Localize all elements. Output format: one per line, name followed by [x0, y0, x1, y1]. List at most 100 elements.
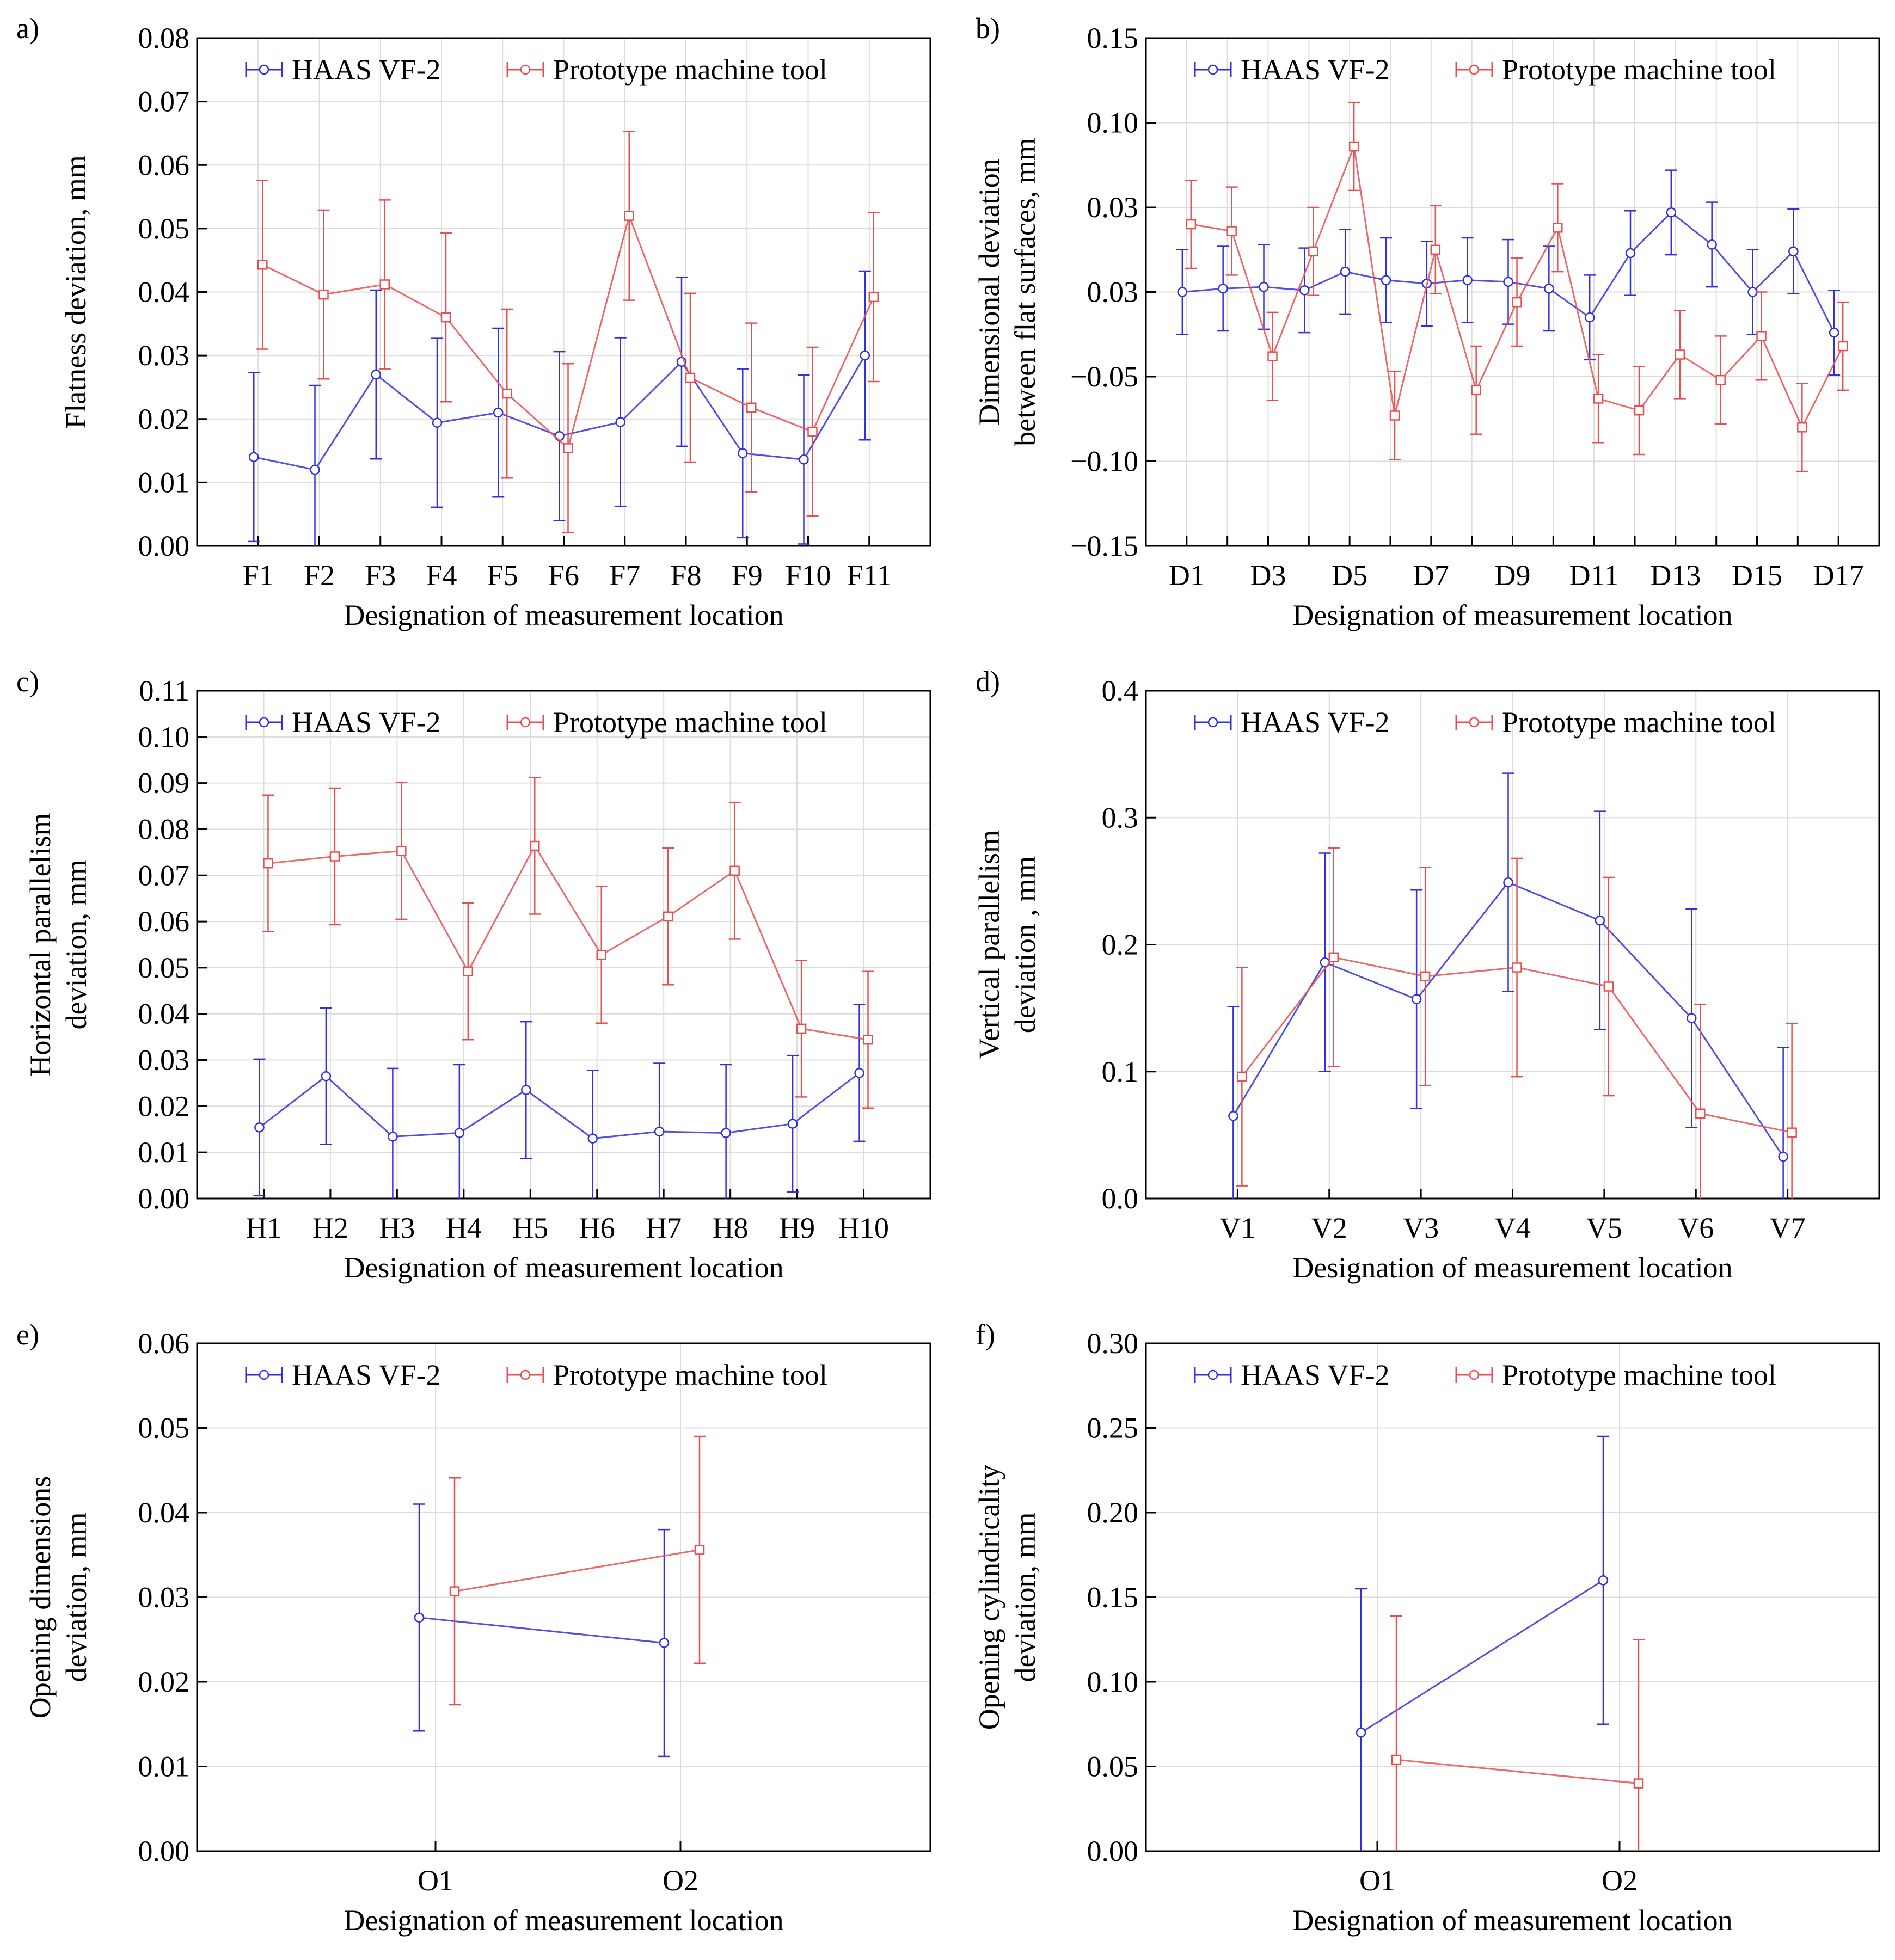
x-tick-label: O2 — [1602, 1864, 1638, 1897]
x-tick-label: V4 — [1495, 1212, 1531, 1244]
x-axis-title: Designation of measurement location — [1292, 599, 1732, 631]
x-axis-title: Designation of measurement location — [344, 1904, 783, 1937]
y-tick-label: 0.00 — [138, 530, 190, 562]
data-point — [1503, 277, 1513, 287]
data-point — [530, 840, 540, 851]
data-point — [1675, 349, 1685, 360]
data-point — [1756, 331, 1767, 341]
x-tick-label: V7 — [1770, 1212, 1806, 1244]
data-point — [1462, 275, 1473, 285]
data-point — [721, 1128, 731, 1138]
data-point — [799, 454, 809, 465]
y-tick-label: 0.10 — [138, 721, 190, 753]
chart-panel-4: 0.00 0.01 0.02 0.03 0.04 0.05 0.06 O1 O2 Designat… — [16, 1318, 931, 1937]
series-line — [259, 1072, 860, 1140]
series-haas — [1227, 772, 1789, 1199]
data-point — [1634, 405, 1645, 416]
y-tick-label: 0.07 — [138, 85, 190, 118]
y-tick-label: 0.03 — [1087, 276, 1139, 309]
data-point — [1788, 246, 1799, 257]
data-point — [1829, 327, 1839, 338]
data-point — [1177, 287, 1188, 297]
y-tick-label: 0.00 — [138, 1182, 190, 1215]
data-point — [694, 1545, 705, 1555]
y-axis-title: Flatness deviation, mm — [59, 155, 92, 428]
legend-marker — [1207, 1369, 1218, 1380]
data-point — [321, 1071, 332, 1082]
legend: HAAS VF-2 Prototype machine tool — [245, 1359, 827, 1391]
data-point — [1544, 284, 1554, 294]
y-axis-title: Dimensional deviation — [973, 158, 1005, 425]
legend-label: HAAS VF-2 — [292, 1359, 441, 1391]
data-point — [1837, 341, 1848, 352]
y-tick-label: 0.08 — [138, 22, 190, 54]
x-tick-label: D3 — [1250, 559, 1286, 592]
data-point — [1356, 1728, 1366, 1738]
series-haas — [413, 1503, 670, 1758]
data-point — [738, 448, 748, 458]
data-point — [554, 431, 565, 441]
y-tick-label: 0.2 — [1102, 929, 1139, 961]
data-point — [1328, 952, 1339, 963]
y-tick-label: 0.3 — [1102, 801, 1139, 834]
series-prototype — [449, 1435, 706, 1706]
panel-label: d) — [976, 665, 1000, 698]
data-point — [414, 1612, 425, 1623]
x-tick-label: O2 — [663, 1864, 698, 1897]
x-tick-label: D13 — [1650, 559, 1701, 592]
data-point — [615, 417, 625, 427]
data-point — [254, 1122, 265, 1133]
y-tick-label: 0.03 — [138, 339, 190, 372]
data-point — [1584, 312, 1595, 323]
data-point — [440, 312, 451, 323]
data-point — [1687, 1013, 1697, 1024]
x-axis-title: Designation of measurement location — [1292, 1904, 1732, 1937]
legend-marker — [259, 1369, 269, 1380]
legend-label: HAAS VF-2 — [1241, 706, 1390, 739]
series-line — [454, 1549, 700, 1593]
y-tick-label: 0.04 — [138, 1496, 190, 1529]
data-point — [1553, 223, 1563, 233]
x-tick-label: D7 — [1413, 559, 1449, 592]
x-tick-label: O1 — [418, 1864, 453, 1897]
y-tick-label: −0.10 — [1070, 445, 1138, 478]
data-point — [654, 1126, 665, 1137]
series-haas — [1355, 1435, 1609, 1851]
legend-label: HAAS VF-2 — [292, 53, 441, 86]
chart-panel-0: 0.00 0.01 0.02 0.03 0.04 0.05 0.06 0.07 0.08 F1 F2… — [16, 12, 931, 631]
data-point — [1391, 1754, 1402, 1765]
y-axis-title: deviation, mm — [1009, 1513, 1041, 1682]
series-line — [268, 844, 868, 1041]
data-point — [1593, 394, 1604, 404]
y-tick-label: 0.02 — [138, 403, 190, 435]
legend: HAAS VF-2 Prototype machine tool — [245, 706, 827, 739]
y-tick-label: 0.0 — [1102, 1182, 1139, 1215]
data-point — [1625, 248, 1636, 259]
y-tick-label: 0.1 — [1102, 1055, 1139, 1088]
y-tick-label: 0.10 — [1087, 107, 1139, 139]
x-tick-label: F10 — [785, 559, 831, 592]
y-tick-label: 0.00 — [138, 1835, 190, 1867]
data-point — [1420, 971, 1431, 982]
y-tick-label: 0.10 — [1087, 1666, 1139, 1698]
x-tick-label: H4 — [446, 1212, 482, 1244]
legend-label: Prototype machine tool — [1502, 53, 1776, 86]
chart-panel-1: −0.15 −0.10 −0.05 0.03 0.03 0.10 0.15 D1 D3 D5 D7 D… — [973, 12, 1880, 631]
data-point — [596, 949, 606, 960]
x-tick-label: V5 — [1586, 1212, 1622, 1244]
legend-label: Prototype machine tool — [553, 1359, 827, 1391]
data-point — [388, 1132, 398, 1142]
y-tick-label: 0.02 — [138, 1666, 190, 1698]
x-tick-label: V2 — [1311, 1212, 1347, 1244]
data-point — [1666, 207, 1677, 218]
data-point — [257, 260, 268, 270]
panel-label: e) — [16, 1318, 39, 1351]
y-tick-label: 0.15 — [1087, 22, 1139, 54]
y-tick-label: 0.05 — [138, 951, 190, 984]
data-point — [1603, 981, 1614, 992]
x-tick-label: H10 — [838, 1212, 889, 1244]
x-tick-label: F1 — [243, 559, 274, 592]
data-point — [1512, 962, 1522, 973]
data-point — [263, 858, 273, 869]
